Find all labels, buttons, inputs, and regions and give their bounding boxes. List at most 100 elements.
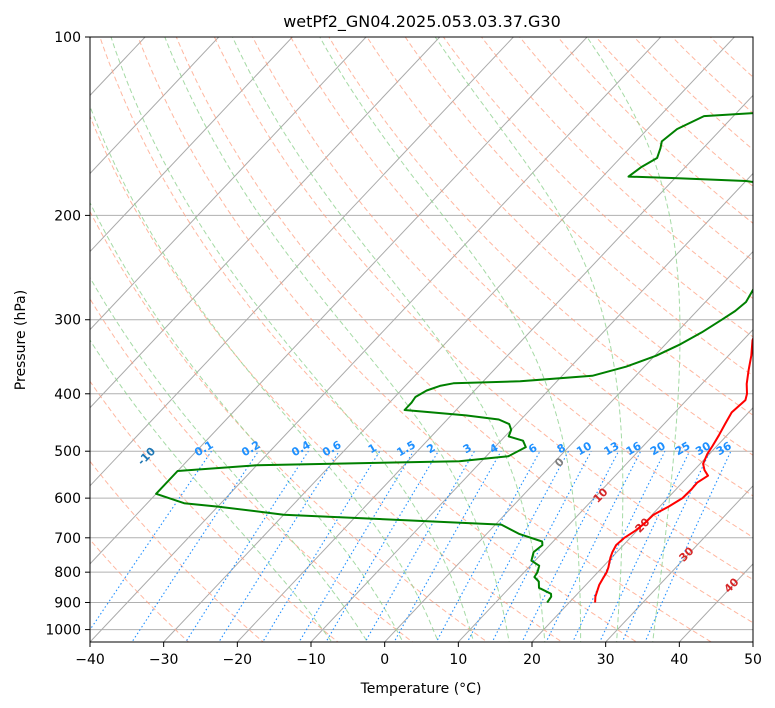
moist-adiabat-line bbox=[90, 276, 368, 642]
y-tick-label: 300 bbox=[54, 313, 81, 329]
mixing-ratio-line bbox=[185, 450, 309, 642]
y-tick-label: 1000 bbox=[45, 623, 81, 639]
mixing-ratio-label: 6 bbox=[526, 441, 539, 456]
isotherm-line bbox=[90, 37, 146, 97]
isotherm-line bbox=[90, 37, 294, 253]
dry-adiabat-line bbox=[480, 37, 753, 300]
mixing-ratio-line bbox=[218, 450, 340, 642]
moist-adiabat-line bbox=[231, 37, 546, 642]
profile-series bbox=[155, 112, 753, 604]
y-axis-ticks: 100 200 300 400 500 600 700 800 900 1000 bbox=[45, 30, 90, 639]
moist-adiabat-line bbox=[110, 37, 475, 642]
chart-title: wetPf2_GN04.2025.053.03.37.G30 bbox=[283, 12, 561, 32]
mixing-ratio-line bbox=[325, 450, 439, 642]
isotherm-line bbox=[457, 328, 753, 642]
mixing-ratio-line bbox=[435, 450, 541, 642]
isotherm-line bbox=[90, 37, 220, 175]
moist-adiabat-lines bbox=[90, 37, 681, 642]
dry-adiabat-line bbox=[175, 37, 753, 624]
dry-adiabat-line bbox=[595, 37, 753, 187]
isotherm-line bbox=[310, 172, 753, 642]
mixing-ratio-line bbox=[393, 450, 502, 642]
mixing-ratio-line bbox=[90, 450, 212, 631]
dry-adiabat-line bbox=[328, 37, 753, 456]
y-tick-label: 700 bbox=[54, 531, 81, 547]
mixing-ratio-line bbox=[131, 450, 259, 642]
moist-adiabat-line bbox=[90, 339, 333, 642]
dry-adiabat-line bbox=[90, 460, 264, 642]
y-tick-label: 400 bbox=[54, 387, 81, 403]
dry-adiabat-line bbox=[137, 37, 713, 642]
mixing-ratio-label: 0.6 bbox=[320, 438, 344, 459]
moist-adiabat-line bbox=[90, 104, 439, 642]
moist-adiabat-label: 10 bbox=[591, 485, 611, 505]
moist-adiabat-line bbox=[319, 37, 582, 642]
mixing-ratio-lines bbox=[90, 450, 732, 642]
isotherm-line bbox=[90, 37, 441, 409]
dewpoint-line bbox=[155, 112, 753, 604]
y-tick-label: 100 bbox=[54, 30, 81, 46]
y-tick-label: 200 bbox=[54, 208, 81, 224]
y-tick-label: 900 bbox=[54, 595, 81, 611]
mixing-ratio-label: 0.4 bbox=[289, 438, 313, 459]
mixing-ratio-label: 3 bbox=[461, 441, 474, 456]
plot-area: 0.10.20.40.611.52346810131620253036-100-… bbox=[0, 37, 753, 642]
mixing-ratio-line bbox=[298, 450, 414, 642]
mixing-ratio-line bbox=[572, 450, 666, 642]
mixing-ratio-label: 36 bbox=[714, 439, 734, 458]
isotherm-line bbox=[236, 94, 753, 642]
dry-adiabat-label: -30 bbox=[0, 392, 2, 415]
x-tick-label: 50 bbox=[744, 652, 762, 668]
isotherm-line bbox=[604, 485, 753, 642]
isotherm-line bbox=[383, 250, 753, 642]
isotherm-line bbox=[90, 37, 588, 565]
mixing-ratio-line bbox=[521, 450, 620, 642]
mixing-ratio-label: 10 bbox=[574, 439, 594, 458]
y-tick-label: 500 bbox=[54, 444, 81, 460]
mixing-ratio-label: 16 bbox=[624, 439, 644, 458]
mixing-ratio-line bbox=[262, 450, 381, 642]
dry-adiabat-line bbox=[90, 380, 339, 642]
moist-adiabat-label: 30 bbox=[677, 544, 697, 564]
x-tick-label: 0 bbox=[380, 652, 389, 668]
mixing-ratio-label: 0.1 bbox=[192, 438, 215, 459]
mixing-ratio-line bbox=[364, 450, 475, 642]
x-tick-label: −40 bbox=[75, 652, 105, 668]
mixing-ratio-label: 1.5 bbox=[395, 438, 418, 459]
moist-adiabat-line bbox=[90, 201, 404, 642]
isotherm-line bbox=[90, 37, 662, 642]
x-tick-label: −20 bbox=[223, 652, 253, 668]
dry-adiabat-line bbox=[519, 37, 753, 262]
temperature-line bbox=[594, 336, 753, 603]
mixing-ratio-label: 0.2 bbox=[239, 438, 262, 459]
pressure-gridlines bbox=[90, 37, 753, 631]
dry-adiabat-line bbox=[442, 37, 753, 338]
mixing-ratio-line bbox=[466, 450, 569, 642]
dry-adiabat-line bbox=[90, 115, 563, 642]
mixing-ratio-line bbox=[644, 450, 732, 642]
x-tick-label: 40 bbox=[670, 652, 688, 668]
x-axis-ticks: −40 −30 −20 −10 0 10 20 30 40 50 bbox=[75, 642, 762, 668]
x-tick-label: −30 bbox=[149, 652, 179, 668]
moist-adiabat-line bbox=[586, 37, 681, 642]
dry-adiabat-line bbox=[404, 37, 753, 377]
x-tick-label: 20 bbox=[523, 652, 541, 668]
x-tick-label: 10 bbox=[449, 652, 467, 668]
x-axis-label: Temperature (°C) bbox=[360, 681, 482, 697]
dry-adiabat-line bbox=[90, 210, 489, 642]
isotherm-line bbox=[90, 37, 515, 487]
x-tick-label: 30 bbox=[597, 652, 615, 668]
isotherm-line bbox=[752, 641, 753, 642]
y-axis-label: Pressure (hPa) bbox=[13, 290, 29, 390]
mixing-ratio-label: 20 bbox=[648, 439, 668, 458]
dry-adiabat-label: -10 bbox=[135, 444, 158, 467]
x-tick-label: −10 bbox=[296, 652, 326, 668]
mixing-ratio-label: 13 bbox=[602, 439, 622, 458]
isotherm-line bbox=[162, 37, 736, 642]
mixing-ratio-label: 25 bbox=[673, 439, 693, 458]
dry-adiabat-line bbox=[290, 37, 753, 497]
y-tick-label: 800 bbox=[54, 565, 81, 581]
y-tick-label: 600 bbox=[54, 491, 81, 507]
mixing-ratio-line bbox=[545, 450, 642, 642]
